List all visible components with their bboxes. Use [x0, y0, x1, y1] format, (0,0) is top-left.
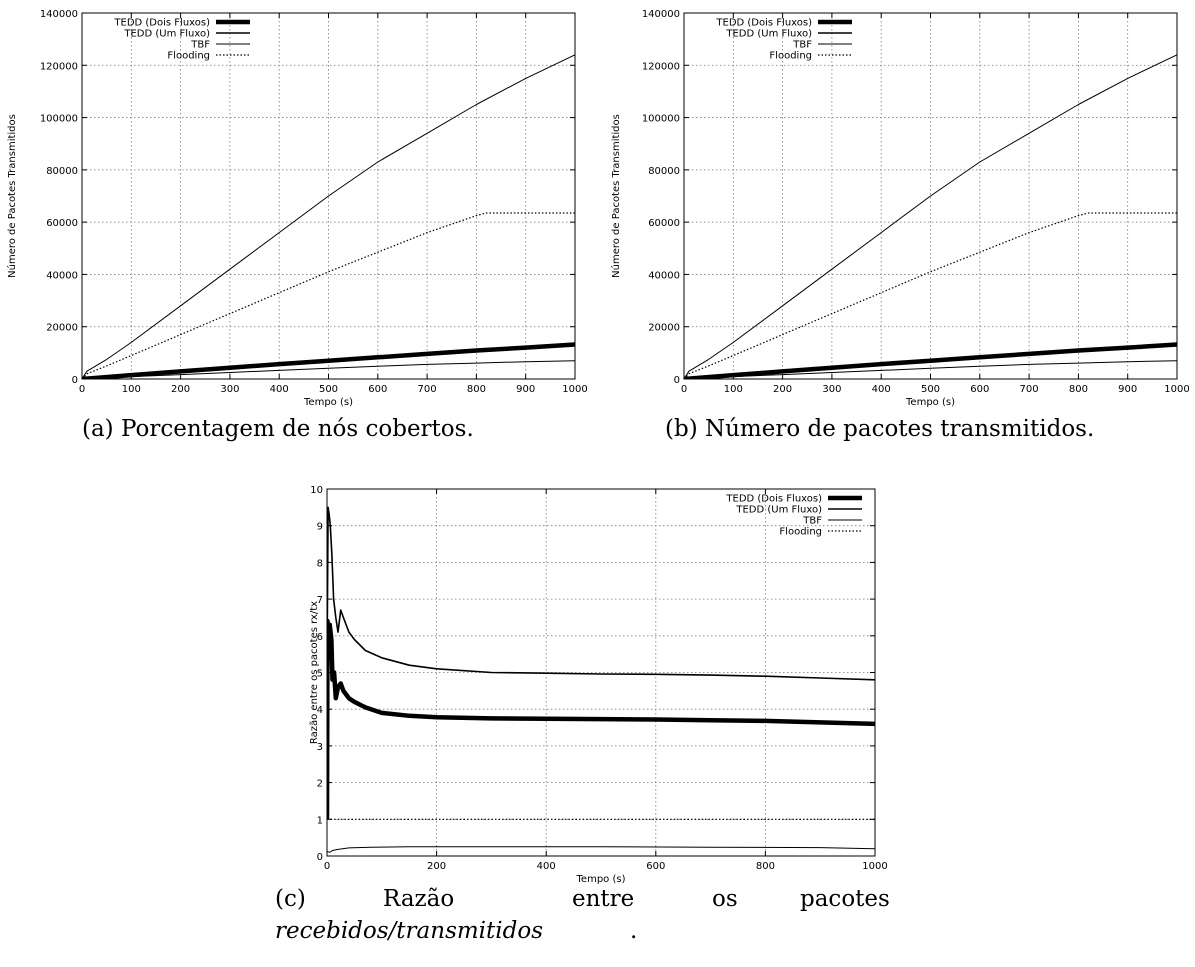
x-tick-label: 1000 — [1164, 384, 1189, 395]
legend-label: TEDD (Um Fluxo) — [735, 505, 822, 516]
x-axis-label: Tempo (s) — [303, 397, 353, 408]
x-tick-label: 300 — [220, 384, 239, 395]
x-tick-label: 600 — [646, 861, 665, 872]
y-tick-label: 0 — [317, 852, 323, 863]
y-tick-label: 100000 — [40, 114, 78, 125]
x-tick-label: 400 — [537, 861, 556, 872]
series-line — [82, 342, 575, 379]
x-tick-label: 800 — [467, 384, 486, 395]
x-tick-label: 800 — [1069, 384, 1088, 395]
y-tick-label: 80000 — [46, 166, 78, 177]
plot-frame — [81, 12, 576, 380]
y-tick-label: 10 — [310, 485, 323, 496]
legend-label: TBF — [190, 40, 210, 51]
caption-c-part4: os — [712, 886, 738, 912]
legend-label: TBF — [792, 40, 812, 51]
y-tick-label: 4 — [317, 705, 323, 716]
y-tick-label: 60000 — [46, 218, 78, 229]
series-line — [82, 54, 575, 379]
x-tick-label: 600 — [368, 384, 387, 395]
legend-label: TEDD (Dois Fluxos) — [725, 494, 822, 505]
y-axis-label: Número de Pacotes Transmitidos — [6, 114, 18, 278]
chart-c: 0 200 400 600 800 1000 0 1 2 3 4 5 6 7 8 9 10 Tempo (s) Ra… — [309, 485, 888, 885]
y-tick-label: 20000 — [46, 323, 78, 334]
y-axis-label: Razão entre os pacotes rx/tx — [309, 601, 320, 744]
y-tick-label: 20000 — [648, 323, 680, 334]
caption-b: (b) Número de pacotes transmitidos. — [665, 416, 1094, 442]
series-line — [684, 342, 1177, 379]
y-axis-label: Número de Pacotes Transmitidos — [610, 114, 622, 278]
x-tick-label: 1000 — [862, 861, 887, 872]
series-line — [82, 360, 575, 379]
caption-c-part7: . — [630, 918, 637, 944]
y-tick-label: 60000 — [648, 218, 680, 229]
y-tick-label: 0 — [674, 375, 680, 386]
y-tick-label: 1 — [317, 815, 323, 826]
plot-frame — [326, 488, 876, 857]
series-line — [327, 506, 875, 681]
caption-c-part2: Razão — [383, 886, 454, 912]
x-tick-label: 200 — [171, 384, 190, 395]
x-tick-label: 600 — [970, 384, 989, 395]
caption-c-part5: pacotes — [800, 886, 890, 912]
x-tick-label: 900 — [516, 384, 535, 395]
y-tick-label: 6 — [317, 632, 323, 643]
y-tick-label: 140000 — [642, 9, 680, 20]
caption-c-part6: recebidos/transmitidos — [275, 918, 543, 944]
legend-label: TEDD (Um Fluxo) — [725, 29, 812, 40]
legend-label: TBF — [802, 516, 822, 527]
series-line — [327, 618, 875, 820]
y-tick-label: 120000 — [40, 61, 78, 72]
y-tick-label: 5 — [317, 669, 323, 680]
x-tick-label: 1000 — [562, 384, 587, 395]
x-tick-label: 700 — [1020, 384, 1039, 395]
x-tick-label: 200 — [427, 861, 446, 872]
y-tick-label: 80000 — [648, 166, 680, 177]
y-tick-label: 140000 — [40, 9, 78, 20]
x-tick-label: 400 — [270, 384, 289, 395]
chart-b: 0 100 200 300 400 500 600 700 800 900 1000 0 20000 40… — [610, 9, 1190, 408]
legend-label: TEDD (Dois Fluxos) — [715, 18, 812, 29]
x-tick-label: 0 — [681, 384, 687, 395]
legend-label: Flooding — [167, 51, 210, 62]
y-tick-label: 0 — [72, 375, 78, 386]
plot-frame — [683, 12, 1178, 380]
x-tick-label: 900 — [1118, 384, 1137, 395]
y-tick-label: 120000 — [642, 61, 680, 72]
chart-a: 0 100 200 300 400 500 600 700 800 900 1000 0 20000 40… — [6, 9, 588, 408]
series-line — [684, 360, 1177, 379]
x-tick-label: 0 — [324, 861, 330, 872]
x-tick-label: 700 — [418, 384, 437, 395]
series-line — [684, 54, 1177, 379]
y-tick-label: 9 — [317, 522, 323, 533]
y-tick-label: 40000 — [46, 270, 78, 281]
legend-label: TEDD (Um Fluxo) — [123, 29, 210, 40]
y-tick-label: 8 — [317, 558, 323, 569]
y-tick-label: 7 — [317, 595, 323, 606]
legend-label: Flooding — [769, 51, 812, 62]
x-tick-label: 100 — [724, 384, 743, 395]
x-axis-label: Tempo (s) — [905, 397, 955, 408]
y-tick-label: 40000 — [648, 270, 680, 281]
series-line — [327, 846, 875, 853]
x-tick-label: 200 — [773, 384, 792, 395]
x-tick-label: 300 — [822, 384, 841, 395]
legend-label: TEDD (Dois Fluxos) — [113, 18, 210, 29]
x-tick-label: 500 — [319, 384, 338, 395]
x-axis-label: Tempo (s) — [576, 874, 626, 885]
y-tick-label: 3 — [317, 742, 323, 753]
caption-c-part3: entre — [572, 886, 634, 912]
x-tick-label: 400 — [872, 384, 891, 395]
y-tick-label: 2 — [317, 779, 323, 790]
x-tick-label: 0 — [79, 384, 85, 395]
x-tick-label: 100 — [122, 384, 141, 395]
y-tick-label: 100000 — [642, 114, 680, 125]
caption-c-part1: (c) — [275, 886, 306, 912]
legend-label: Flooding — [779, 527, 822, 538]
x-tick-label: 500 — [921, 384, 940, 395]
x-tick-label: 800 — [756, 861, 775, 872]
caption-a: (a) Porcentagem de nós cobertos. — [82, 416, 474, 442]
